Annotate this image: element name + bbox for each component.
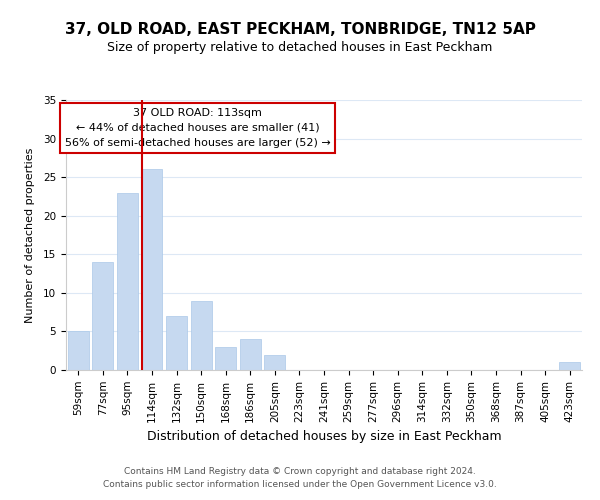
Bar bbox=[215, 347, 236, 370]
Text: 37, OLD ROAD, EAST PECKHAM, TONBRIDGE, TN12 5AP: 37, OLD ROAD, EAST PECKHAM, TONBRIDGE, T… bbox=[65, 22, 535, 38]
Bar bbox=[142, 170, 163, 370]
Text: Size of property relative to detached houses in East Peckham: Size of property relative to detached ho… bbox=[107, 41, 493, 54]
Text: Contains HM Land Registry data © Crown copyright and database right 2024.: Contains HM Land Registry data © Crown c… bbox=[124, 467, 476, 476]
Bar bbox=[117, 192, 138, 370]
Bar bbox=[166, 316, 187, 370]
Text: Contains public sector information licensed under the Open Government Licence v3: Contains public sector information licen… bbox=[103, 480, 497, 489]
Bar bbox=[68, 332, 89, 370]
X-axis label: Distribution of detached houses by size in East Peckham: Distribution of detached houses by size … bbox=[146, 430, 502, 443]
Bar bbox=[240, 339, 261, 370]
Bar bbox=[559, 362, 580, 370]
Bar bbox=[92, 262, 113, 370]
Bar bbox=[191, 300, 212, 370]
Text: 37 OLD ROAD: 113sqm
← 44% of detached houses are smaller (41)
56% of semi-detach: 37 OLD ROAD: 113sqm ← 44% of detached ho… bbox=[65, 108, 331, 148]
Bar bbox=[265, 354, 286, 370]
Y-axis label: Number of detached properties: Number of detached properties bbox=[25, 148, 35, 322]
